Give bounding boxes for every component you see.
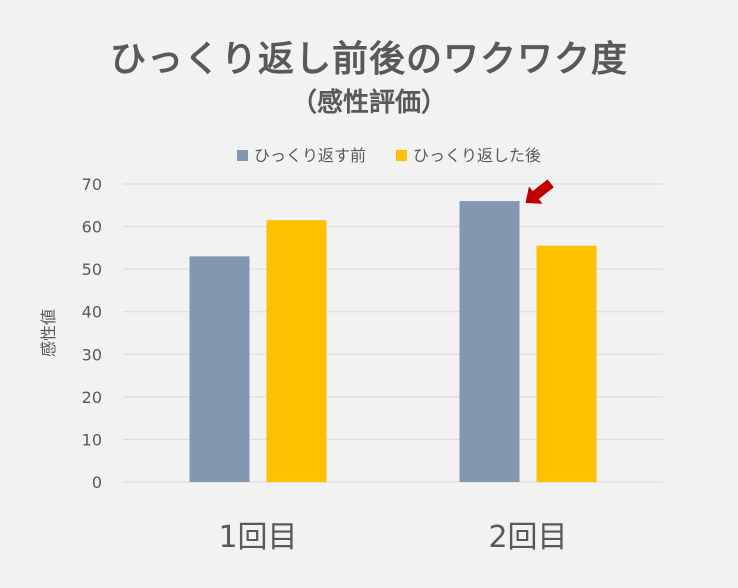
- annotation-arrow: [525, 179, 554, 204]
- chart-title: ひっくり返し前後のワクワク度: [109, 39, 628, 80]
- y-axis-label: 感性値: [39, 309, 58, 357]
- x-category-label: 2回目: [488, 520, 567, 555]
- legend-swatch: [237, 150, 248, 161]
- y-tick-label: 40: [82, 303, 102, 322]
- bar: [266, 220, 327, 482]
- bar: [189, 256, 250, 482]
- bar: [536, 245, 597, 482]
- legend-label: ひっくり返す前: [254, 146, 366, 165]
- bar: [459, 201, 520, 482]
- legend-label: ひっくり返した後: [413, 146, 541, 165]
- y-tick-label: 30: [82, 345, 102, 364]
- y-tick-label: 0: [92, 473, 102, 492]
- y-tick-label: 10: [82, 430, 102, 449]
- arrow-shape: [525, 179, 554, 204]
- y-tick-label: 60: [82, 218, 102, 237]
- y-tick-label: 50: [82, 260, 102, 279]
- x-category-label: 1回目: [218, 520, 297, 555]
- legend-swatch: [396, 150, 407, 161]
- y-tick-label: 20: [82, 388, 102, 407]
- chart-subtitle: （感性評価）: [290, 88, 447, 118]
- y-tick-label: 70: [82, 175, 102, 194]
